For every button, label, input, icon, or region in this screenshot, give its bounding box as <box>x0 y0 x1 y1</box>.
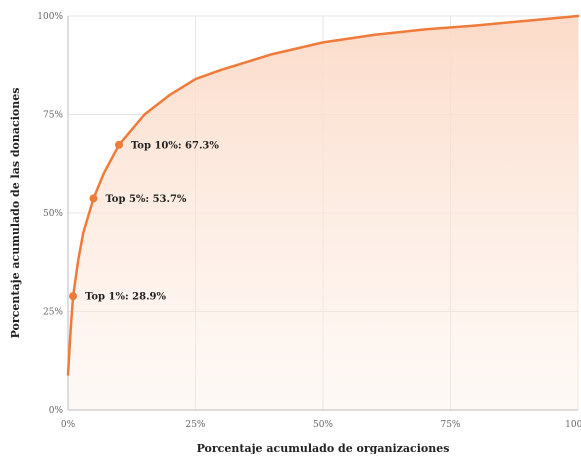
y-tick-label: 0% <box>49 406 64 416</box>
line-layer <box>66 14 580 376</box>
cumulative-line <box>66 14 580 376</box>
area-layer <box>68 16 578 410</box>
annotation-point <box>69 292 78 301</box>
annotation-label: Top 1%: 28.9% <box>85 292 166 303</box>
y-tick-label: 50% <box>43 209 63 219</box>
axis-layer: 0% 25% 50% 75% 100% 0% 25% 50% 75% 100% <box>37 12 581 430</box>
y-tick-label: 25% <box>43 308 63 318</box>
y-axis-title: Porcentaje acumulado de las donaciones <box>9 88 22 339</box>
x-tick-label: 0% <box>61 420 76 430</box>
y-tick-label: 100% <box>37 12 63 22</box>
x-tick-label: 100% <box>565 420 581 430</box>
annotation-point <box>115 140 123 149</box>
x-tick-label: 25% <box>185 420 205 430</box>
annotation-label: Top 5%: 53.7% <box>106 194 187 205</box>
x-axis-title: Porcentaje acumulado de organizaciones <box>197 442 450 454</box>
y-tick-label: 75% <box>43 111 63 121</box>
x-tick-label: 50% <box>313 420 333 430</box>
annotation-layer: Top 1%: 28.9% Top 5%: 53.7% Top 10%: 67.3% <box>69 140 219 303</box>
annotation-label: Top 10%: 67.3% <box>131 140 219 151</box>
x-tick-label: 75% <box>440 420 460 430</box>
annotation-point <box>89 194 98 203</box>
cumulative-area <box>68 16 578 410</box>
